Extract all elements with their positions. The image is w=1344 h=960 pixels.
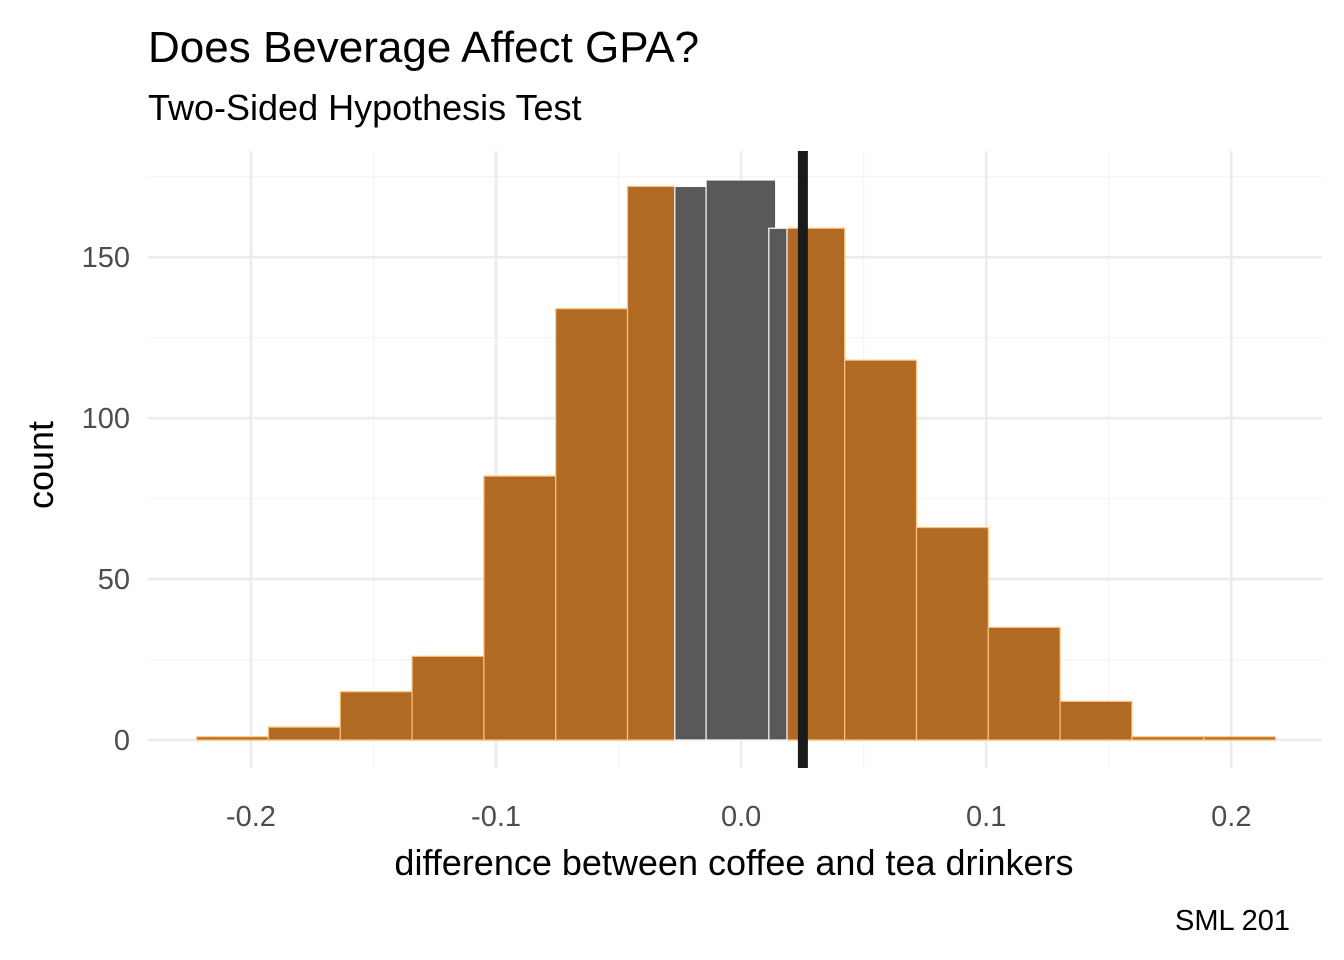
chart-subtitle: Two-Sided Hypothesis Test [148,87,582,128]
histogram-bar-middle [705,179,777,741]
histogram-bar-extreme [196,736,270,741]
histogram-bar-extreme [483,475,557,741]
y-tick-label: 100 [82,403,130,435]
histogram-bar-extreme [844,359,918,741]
x-tick-label: -0.2 [226,801,276,833]
x-tick-label: 0.2 [1211,801,1251,833]
histogram-bar-extreme [267,726,341,741]
histogram-bars [196,179,1277,741]
y-axis-title: count [20,421,61,509]
x-axis-ticks: -0.2 -0.1 0.0 0.1 0.2 [226,801,1252,833]
y-axis-ticks: 0 50 100 150 [82,242,130,757]
histogram-bar-extreme [339,691,413,741]
x-tick-label: 0.1 [966,801,1006,833]
chart-title: Does Beverage Affect GPA? [148,23,699,72]
histogram-bar-middle [768,227,788,741]
x-axis-title: difference between coffee and tea drinke… [394,842,1073,883]
y-tick-label: 50 [98,564,130,596]
x-tick-label: -0.1 [471,801,521,833]
histogram-bar-extreme [987,626,1061,741]
chart-caption: SML 201 [1175,905,1290,937]
histogram-bar-extreme [1131,736,1205,741]
x-tick-label: 0.0 [721,801,761,833]
histogram-bar-extreme [915,526,989,741]
y-tick-label: 150 [82,242,130,274]
y-tick-label: 0 [114,725,130,757]
histogram-bar-extreme [1203,736,1277,741]
histogram-bar-extreme [555,308,629,741]
histogram-bar-middle [674,185,712,741]
histogram-bar-extreme [411,655,485,741]
histogram-bar-extreme [1059,700,1133,741]
